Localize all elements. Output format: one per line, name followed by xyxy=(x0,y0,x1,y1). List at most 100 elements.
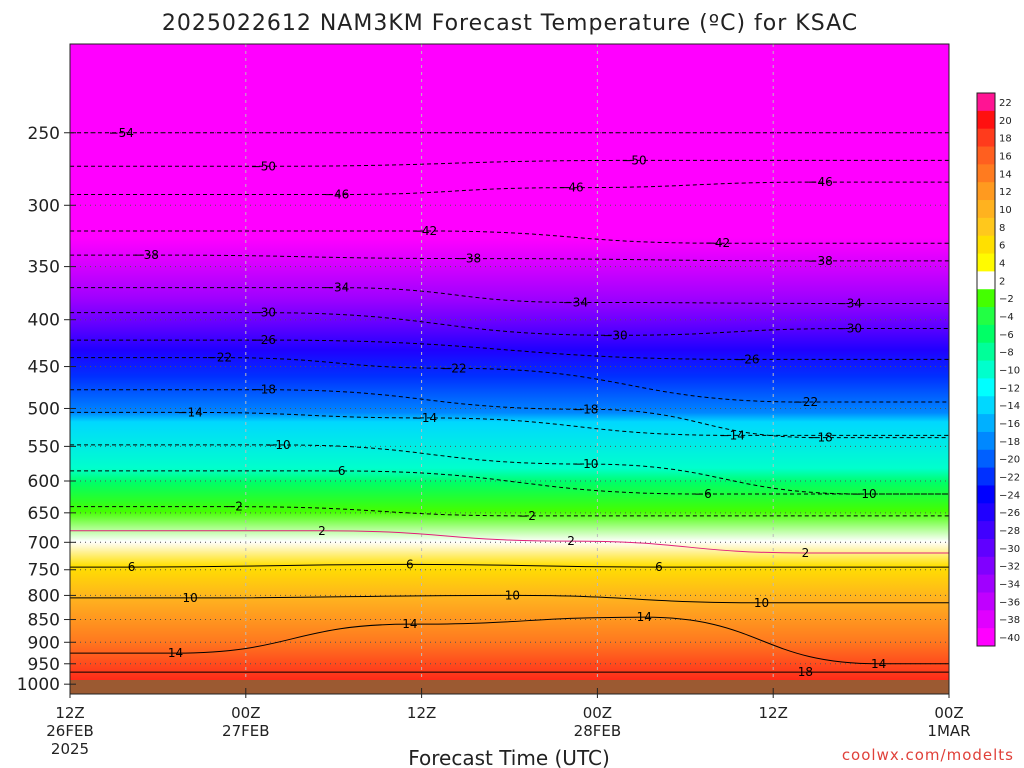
colorbar-tick-label: −10 xyxy=(999,366,1020,377)
isotherm-line xyxy=(70,357,949,403)
colorbar-tick-label: 22 xyxy=(999,98,1012,109)
colorbar-tick-label: 20 xyxy=(999,116,1012,127)
colorbar-swatch xyxy=(977,289,995,308)
pressure-tick-label: 850 xyxy=(28,611,60,631)
isotherm-line xyxy=(70,312,949,336)
isotherm-line xyxy=(70,287,949,304)
pressure-tick-label: 500 xyxy=(28,399,60,419)
gridlines xyxy=(70,44,949,694)
isotherm-label: 2 xyxy=(802,546,810,560)
colorbar-tick-label: −40 xyxy=(999,633,1020,644)
colorbar-tick-label: −2 xyxy=(999,294,1014,305)
isotherm-label: −14 xyxy=(177,405,202,419)
pressure-tick-label: 1000 xyxy=(17,675,60,695)
colorbar-swatch xyxy=(977,467,995,486)
colorbar-swatch xyxy=(977,342,995,362)
colorbar-tick-label: −6 xyxy=(999,330,1014,341)
isotherm-label: −46 xyxy=(807,175,832,189)
colorbar-tick-label: 2 xyxy=(999,276,1005,287)
isotherm-label: −26 xyxy=(251,333,276,347)
isotherm-label: −34 xyxy=(563,295,588,309)
colorbar-swatch xyxy=(977,146,995,165)
isotherm-label: −42 xyxy=(412,224,437,238)
isotherm-label: 14 xyxy=(871,657,886,671)
isotherm-label: 10 xyxy=(182,591,197,605)
time-tick-label: 12Z xyxy=(407,704,436,722)
colorbar-tick-label: 8 xyxy=(999,223,1005,234)
colorbar-swatch xyxy=(977,110,995,130)
time-tick-label: 00Z xyxy=(583,704,612,722)
isotherm-line xyxy=(70,563,949,568)
pressure-tick-label: 900 xyxy=(28,633,60,653)
colorbar-tick-label: −12 xyxy=(999,383,1020,394)
colorbar-swatch xyxy=(977,164,995,183)
isotherm-label: −34 xyxy=(837,296,862,310)
colorbar-swatch xyxy=(977,307,995,326)
time-tick-label: 00Z xyxy=(231,704,260,722)
colorbar-tick-label: 10 xyxy=(999,205,1012,216)
isotherm-label: 6 xyxy=(406,557,414,571)
colorbar-swatch xyxy=(977,324,995,344)
isotherm-label: −10 xyxy=(851,487,876,501)
pressure-tick-label: 600 xyxy=(28,472,60,492)
isotherm-label: −22 xyxy=(793,395,818,409)
time-tick-label: 12Z xyxy=(55,704,84,722)
pressure-axis: 2503003504004505005506006507007508008509… xyxy=(17,124,76,695)
isotherm-label: −42 xyxy=(705,236,730,250)
colorbar-tick-label: 16 xyxy=(999,151,1012,162)
isotherm-label: −22 xyxy=(207,351,232,365)
colorbar-tick-label: 6 xyxy=(999,241,1005,252)
isotherm-label: 2 xyxy=(567,534,575,548)
isotherm-label: −34 xyxy=(324,281,349,295)
isotherm-line xyxy=(70,616,949,665)
isotherm-label: 10 xyxy=(754,596,769,610)
isotherm-label: 6 xyxy=(655,560,663,574)
colorbar-tick-label: −26 xyxy=(999,508,1020,519)
isotherm-line xyxy=(70,530,949,554)
isotherm-label: −50 xyxy=(621,153,646,167)
pressure-tick-label: 650 xyxy=(28,504,60,524)
isotherm-label: −38 xyxy=(807,254,832,268)
colorbar-swatch xyxy=(977,503,995,522)
time-tick-label: 26FEB xyxy=(46,722,93,740)
colorbar-tick-label: −30 xyxy=(999,544,1020,555)
isotherm-label: −30 xyxy=(837,322,862,336)
colorbar-tick-label: −18 xyxy=(999,437,1020,448)
colorbar-swatch xyxy=(977,628,995,647)
isotherm-label: −14 xyxy=(720,428,745,442)
pressure-tick-label: 400 xyxy=(28,311,60,331)
isotherm-line xyxy=(70,411,949,436)
time-tick-label: 1MAR xyxy=(927,722,970,740)
colorbar-tick-label: −32 xyxy=(999,562,1020,573)
pressure-tick-label: 350 xyxy=(28,258,60,278)
colorbar-swatch xyxy=(977,521,995,540)
isotherm-label: −6 xyxy=(694,487,712,501)
x-axis-label: Forecast Time (UTC) xyxy=(408,746,610,768)
colorbar-swatch xyxy=(977,128,995,148)
isotherm-label: −30 xyxy=(602,328,627,342)
isotherm-label: 14 xyxy=(637,610,652,624)
pressure-tick-label: 250 xyxy=(28,124,60,144)
colorbar-swatch xyxy=(977,217,995,237)
isotherm-label: 10 xyxy=(505,588,520,602)
colorbar-tick-label: −14 xyxy=(999,401,1020,412)
credit-link[interactable]: coolwx.com/modelts xyxy=(842,746,1014,764)
isotherm-label: −18 xyxy=(573,402,598,416)
isotherm-label: −38 xyxy=(456,252,481,266)
time-tick-label: 2025 xyxy=(51,740,89,758)
colorbar-frame xyxy=(976,92,996,647)
pressure-tick-label: 700 xyxy=(28,533,60,553)
pressure-tick-label: 300 xyxy=(28,196,60,216)
colorbar-swatch xyxy=(977,538,995,558)
plot-frame xyxy=(69,43,950,695)
isotherm-label: −46 xyxy=(558,181,583,195)
isotherm-label: 14 xyxy=(402,617,417,631)
colorbar-swatch xyxy=(977,556,995,576)
colorbar-tick-label: −8 xyxy=(999,348,1014,359)
temperature-fill xyxy=(70,44,949,694)
isotherm-label: −38 xyxy=(134,248,159,262)
colorbar-swatch xyxy=(977,431,995,451)
isotherm-line xyxy=(70,181,949,196)
colorbar-swatch xyxy=(977,414,995,433)
isotherm-label: −30 xyxy=(251,306,276,320)
